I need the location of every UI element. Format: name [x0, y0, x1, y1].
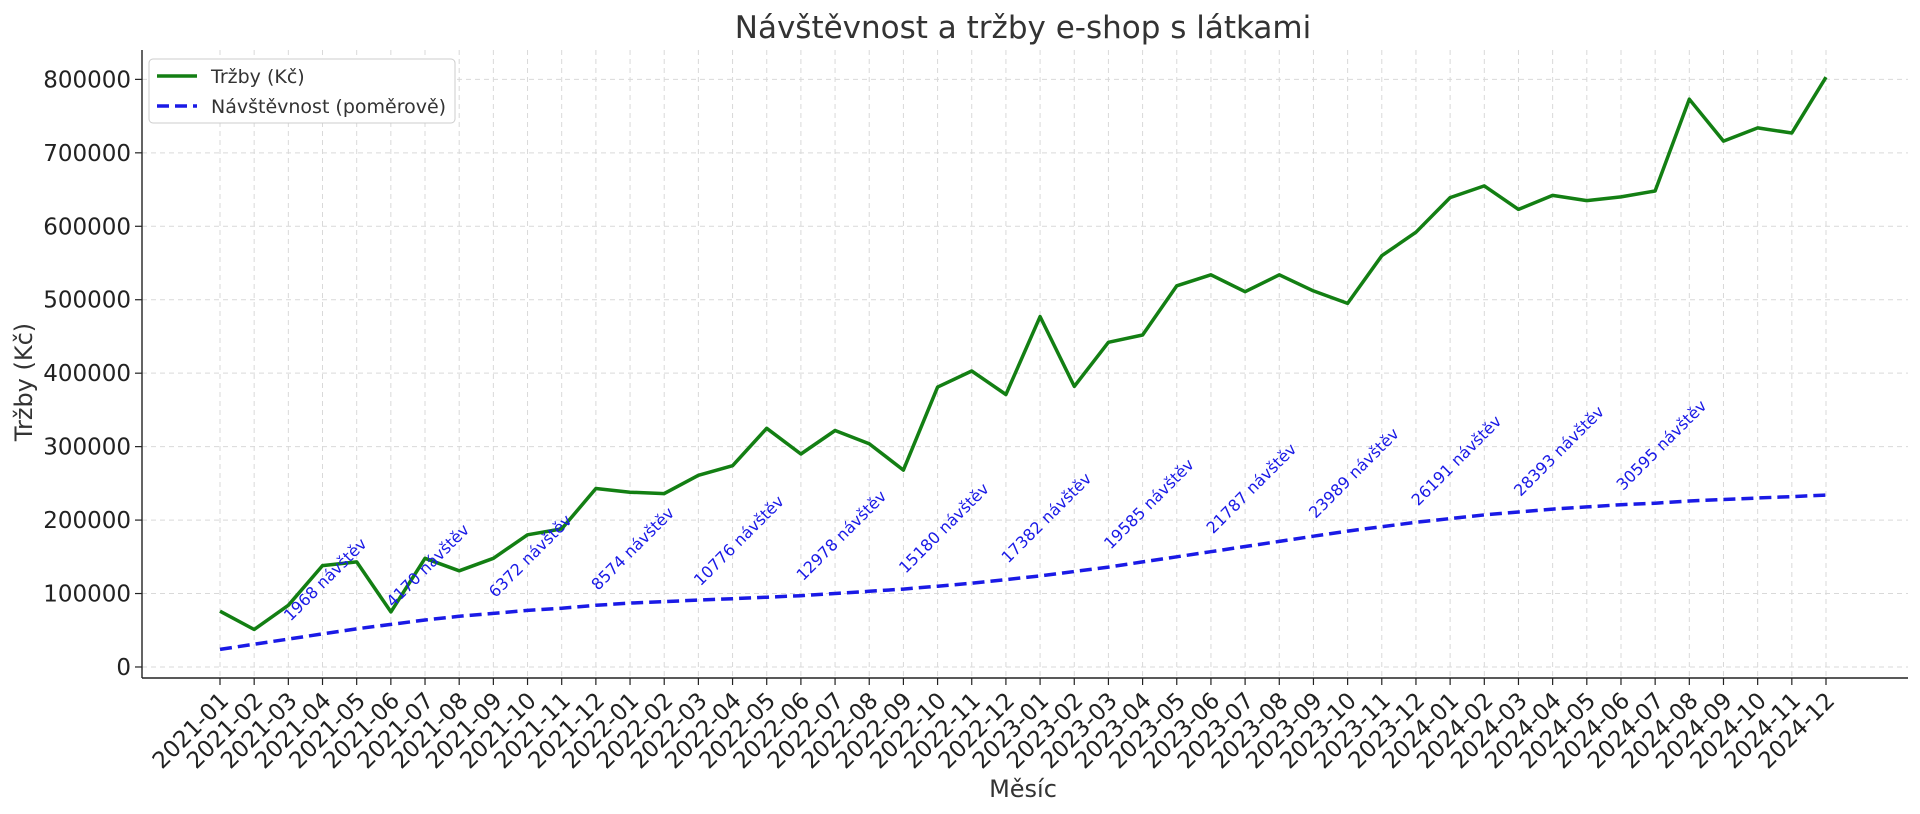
visit-annotation: 17382 návštěv: [997, 469, 1095, 567]
y-tick-label: 500000: [43, 288, 131, 314]
series-layer: [219, 76, 1828, 652]
visit-annotation: 28393 návštěv: [1510, 402, 1608, 500]
annotation-layer: 1968 návštěv 4170 návštěv 6372 návštěv 8574…: [280, 396, 1710, 625]
y-tick-label: 700000: [43, 141, 131, 167]
legend-label-trzby: Tržby (Kč): [210, 66, 305, 88]
visit-annotation: 26191 návštěv: [1408, 412, 1506, 510]
visit-annotation: 23989 návštěv: [1305, 424, 1403, 522]
visit-annotation: 30595 návštěv: [1613, 396, 1711, 494]
y-tick-label: 100000: [43, 582, 131, 608]
y-tick-label: 600000: [43, 214, 131, 240]
x-axis-title: Měsíc: [989, 775, 1057, 803]
y-tick-label: 0: [116, 655, 131, 681]
y-tick-label: 800000: [43, 67, 131, 93]
y-tick-label: 300000: [43, 435, 131, 461]
y-tick-label: 400000: [43, 361, 131, 387]
series-line-trzby: [219, 76, 1828, 632]
chart-title: Návštěvnost a tržby e-shop s látkami: [735, 10, 1311, 46]
visit-annotation: 15180 návštěv: [895, 479, 993, 577]
legend: Tržby (Kč) Návštěvnost (poměrově): [148, 58, 456, 124]
visit-annotation: 19585 návštěv: [1100, 455, 1198, 553]
series-line-navstevnost: [219, 493, 1827, 652]
y-tick-label: 200000: [43, 508, 131, 534]
visit-annotation: 10776 návštěv: [690, 492, 788, 590]
legend-box: [148, 58, 456, 124]
legend-label-navstevnost: Návštěvnost (poměrově): [211, 96, 446, 118]
visit-annotation: 12978 návštěv: [792, 487, 890, 585]
visit-annotation: 21787 návštěv: [1202, 440, 1300, 538]
y-axis-title: Tržby (Kč): [10, 323, 38, 442]
grid-layer: [142, 50, 1908, 678]
